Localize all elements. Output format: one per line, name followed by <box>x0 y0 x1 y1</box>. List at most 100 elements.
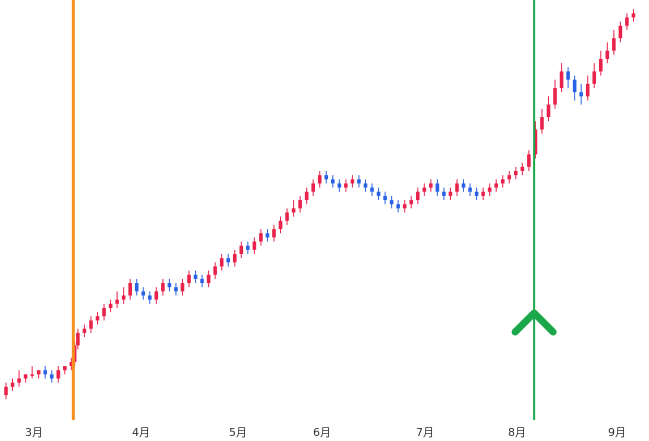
candle-body <box>435 183 440 192</box>
candle-body <box>167 283 172 288</box>
candle <box>520 162 525 176</box>
candle-body <box>141 291 146 296</box>
candle <box>370 183 374 196</box>
candle <box>4 382 8 400</box>
candle-body <box>161 283 165 292</box>
candle <box>331 175 335 188</box>
candle-body <box>429 183 433 188</box>
candle-body <box>115 299 119 304</box>
candle <box>206 270 211 288</box>
candle <box>324 171 329 184</box>
x-tick-label: 9月 <box>608 426 626 439</box>
candle-body <box>206 274 211 284</box>
candle-body <box>376 191 381 196</box>
candle <box>500 175 505 188</box>
x-tick-label: 3月 <box>25 426 43 439</box>
candle <box>213 262 217 279</box>
candle <box>49 370 54 383</box>
candle-body <box>553 88 557 105</box>
candle <box>226 254 231 267</box>
candle <box>278 216 283 234</box>
candle <box>514 166 518 180</box>
candle <box>115 291 119 308</box>
candle-body <box>337 183 342 188</box>
candle <box>631 9 636 22</box>
candle <box>383 191 387 205</box>
candle-body <box>56 370 61 379</box>
x-tick-label: 8月 <box>508 426 526 439</box>
candle <box>468 183 472 196</box>
candle-body <box>121 295 126 300</box>
candle <box>95 312 100 325</box>
candle <box>605 42 610 64</box>
candle <box>317 171 322 188</box>
candle <box>265 229 270 242</box>
candle-body <box>402 204 407 209</box>
candle-body <box>232 254 237 263</box>
candle-body <box>533 129 538 155</box>
candle-body <box>285 212 289 221</box>
x-tick-label: 4月 <box>132 426 150 439</box>
candle <box>625 13 629 30</box>
candle <box>108 299 113 313</box>
candle <box>579 83 583 105</box>
candle-body <box>154 291 159 300</box>
candle <box>200 274 204 288</box>
candle <box>259 229 263 246</box>
candle-body <box>415 191 420 201</box>
candle-body <box>370 187 374 192</box>
candle <box>121 287 126 304</box>
candle <box>141 287 146 300</box>
candle-body <box>95 316 100 321</box>
candle <box>494 179 499 192</box>
candle <box>232 249 237 267</box>
candle <box>174 283 178 296</box>
candle-body <box>63 366 67 371</box>
candle-body <box>625 17 629 26</box>
candle-body <box>259 233 263 242</box>
candle-body <box>134 283 139 292</box>
candle <box>63 366 67 375</box>
candle-body <box>187 274 191 284</box>
candle-body <box>448 191 453 196</box>
candle <box>448 187 453 201</box>
candle <box>219 254 224 271</box>
candle-body <box>461 183 466 188</box>
candle-body <box>147 295 152 300</box>
candle-body <box>540 117 544 130</box>
candle <box>36 370 41 379</box>
candle-body <box>213 266 217 275</box>
candle <box>357 175 361 188</box>
candle-body <box>174 287 178 292</box>
candle-body <box>468 187 472 192</box>
candle-body <box>324 175 329 180</box>
candle <box>612 29 616 55</box>
candle-body <box>612 38 616 51</box>
candle <box>147 291 152 304</box>
candle-body <box>226 258 231 263</box>
candle-body <box>442 191 446 196</box>
candle <box>187 270 191 288</box>
candle <box>252 237 257 254</box>
candle <box>396 200 400 213</box>
candle <box>23 374 28 383</box>
candle <box>246 241 250 254</box>
candles-layer <box>4 9 636 400</box>
candle <box>507 171 512 184</box>
candle-body <box>527 154 531 167</box>
candle <box>389 195 394 209</box>
candle-body <box>17 378 21 383</box>
up-arrow-icon <box>511 309 557 336</box>
candle-body <box>200 278 204 284</box>
candle-body <box>76 332 80 346</box>
candle <box>69 357 74 371</box>
candle <box>592 63 597 88</box>
candle <box>363 179 368 192</box>
candle-body <box>396 204 400 209</box>
candle-body <box>30 374 34 376</box>
candle-body <box>566 71 570 80</box>
candle-body <box>383 195 387 201</box>
candle <box>422 183 427 196</box>
candle-body <box>344 183 348 188</box>
